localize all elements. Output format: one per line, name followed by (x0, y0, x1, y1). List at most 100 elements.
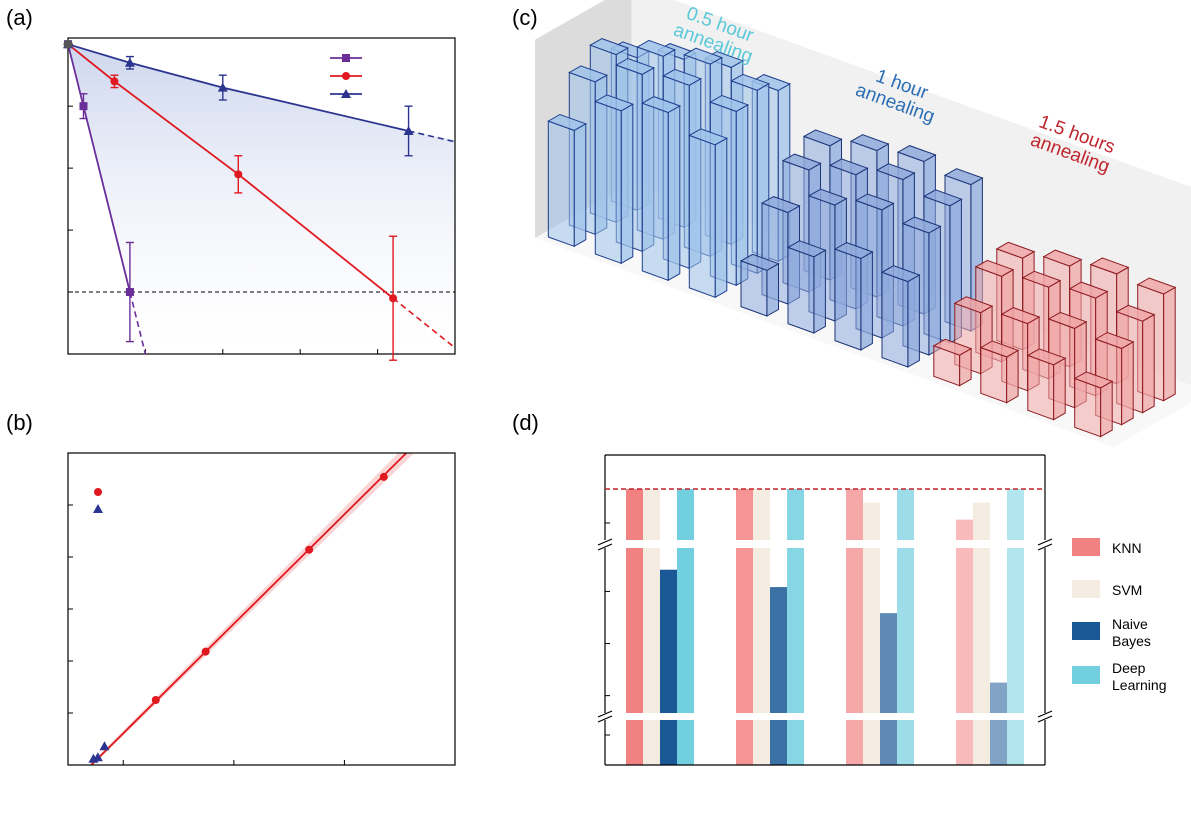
bar-side (620, 103, 634, 265)
bar-top (730, 73, 770, 91)
bar (736, 489, 753, 765)
bar-front (547, 120, 575, 248)
bar-top (751, 74, 791, 92)
legend-label: Naive Bayes (1112, 616, 1151, 649)
bar-top (1026, 348, 1067, 366)
data-point (124, 57, 135, 67)
bar-top (1000, 307, 1041, 325)
bar-side (860, 251, 873, 351)
bar (863, 502, 880, 765)
data-point (389, 294, 398, 303)
legend-label-line: KNN (1112, 540, 1142, 556)
legend-swatch (1072, 580, 1100, 598)
bar-top (974, 259, 1015, 277)
legend-label: KNN (1112, 540, 1142, 556)
axis-break-mark (1037, 710, 1053, 723)
panel-label-d: (d) (512, 410, 539, 435)
chart-a (63, 37, 456, 361)
bar-3d (594, 94, 634, 265)
legend-marker (93, 504, 103, 513)
bar-front (1074, 377, 1102, 438)
bar-side (1121, 341, 1134, 426)
series-extrapolation (408, 130, 456, 143)
bar-front (594, 100, 622, 265)
bar-3d (1073, 371, 1114, 438)
series-extrapolation (129, 291, 147, 355)
bar-top (615, 57, 655, 75)
axis-break-mark (1037, 538, 1053, 551)
chart-d: KNN SVM Naive Bayes Deep Learning (597, 454, 1167, 766)
bar-3d (547, 113, 587, 248)
bar-3d (979, 340, 1020, 404)
bar-3d (786, 240, 827, 334)
legend-swatch (1072, 622, 1100, 640)
bar-side (1142, 313, 1155, 414)
bar-top (1073, 371, 1114, 389)
bar (1007, 489, 1024, 765)
bar-side (1006, 349, 1019, 404)
data-point (79, 102, 88, 111)
bar-top (943, 168, 984, 186)
series-line (67, 43, 409, 132)
bar (880, 613, 897, 765)
bar-top (880, 265, 921, 283)
data-point (403, 125, 414, 135)
bar-side (1100, 380, 1113, 438)
axis-break-band (597, 540, 1053, 548)
legend-label: SVM (1112, 582, 1142, 598)
bar-top (896, 145, 937, 163)
bar-side (813, 249, 826, 334)
bar (753, 489, 770, 765)
plot-frame (67, 37, 456, 355)
bar-front (834, 248, 862, 351)
bar-side (714, 137, 728, 299)
chart-b (67, 452, 456, 766)
bar-3d (833, 242, 874, 351)
bar-top (739, 253, 780, 271)
bar-top (901, 216, 942, 234)
bar-top (1094, 331, 1135, 349)
bar-3d (880, 265, 921, 368)
bar-3d (739, 253, 780, 317)
legend-marker (94, 488, 102, 496)
panel-label-c: (c) (512, 5, 538, 30)
bar-side (1053, 357, 1066, 421)
bar-top (828, 158, 869, 176)
bar-top (786, 240, 827, 258)
axis-break-mark (597, 538, 613, 551)
series-line (67, 43, 394, 299)
axis-break-mark (597, 710, 613, 723)
bar (626, 489, 643, 765)
series-extrapolation (392, 297, 456, 349)
bar-top (683, 47, 723, 65)
bar-top (781, 153, 822, 171)
bar-front (881, 271, 909, 368)
bar-side (907, 274, 920, 368)
bar-top (1068, 281, 1109, 299)
bar-top (1115, 304, 1156, 322)
bar-top (875, 163, 916, 181)
bar-top (854, 193, 895, 211)
bar-side (1163, 286, 1176, 402)
bar-front (688, 134, 716, 299)
legend-swatch (1072, 666, 1100, 684)
bar-top (932, 338, 973, 356)
bar-top (802, 129, 843, 147)
data-point (234, 170, 243, 179)
bar-top (1047, 311, 1088, 329)
data-point (92, 752, 103, 762)
bar-top (760, 196, 801, 214)
legend-marker (342, 54, 350, 62)
legend-swatch (1072, 538, 1100, 556)
bar-side (766, 262, 779, 317)
bar (973, 502, 990, 765)
bar (770, 587, 787, 765)
legend-label-line: Deep (1112, 660, 1146, 676)
bar-top (641, 96, 681, 114)
bar-top (833, 242, 874, 260)
bar-top (849, 134, 890, 152)
data-point-origin (63, 39, 73, 49)
bar-top (979, 340, 1020, 358)
data-point (125, 288, 134, 297)
